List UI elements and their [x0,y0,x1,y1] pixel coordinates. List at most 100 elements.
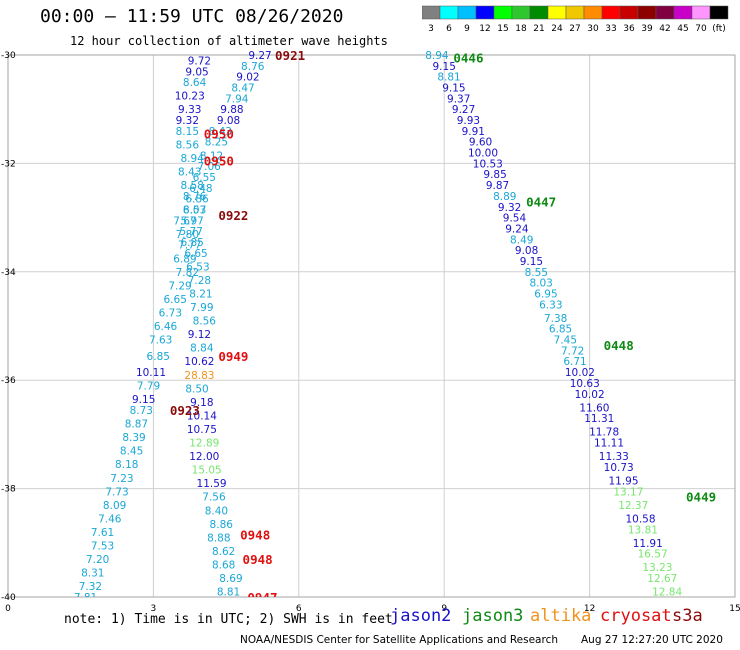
wave-height-value: 8.84 [190,343,214,355]
wave-height-value: 7.77 [178,240,201,252]
wave-height-value: 8.73 [130,405,153,417]
x-tick-label: 0 [5,604,11,614]
wave-height-value: 9.15 [520,256,543,268]
wave-height-value: 7.81 [74,592,97,604]
wave-height-value: 28.83 [184,370,214,382]
wave-height-value: 9.37 [447,93,470,105]
wave-height-value: 8.39 [122,432,145,444]
satellite-legend-s3a: s3a [672,606,703,626]
wave-height-value: 9.12 [188,329,211,341]
satellite-legend-jason3: jason3 [462,606,524,626]
x-tick-label: 9 [441,604,447,614]
color-scale-label: 9 [464,24,470,34]
wave-height-value: 6.71 [563,356,586,368]
wave-height-value: 9.72 [188,55,211,67]
wave-height-value: 7.82 [176,267,199,279]
wave-height-value: 13.23 [642,562,672,574]
chart-subtitle: 12 hour collection of altimeter wave hei… [70,34,388,48]
wave-height-value: 12.84 [652,587,682,599]
y-tick-label: -38 [1,485,16,495]
wave-height-value: 11.31 [584,413,614,425]
wave-height-value: 6.46 [154,321,178,333]
color-scale-label: 36 [623,24,635,34]
color-scale-label: 21 [533,24,544,34]
wave-height-value: 7.56 [202,492,226,504]
wave-height-value: 8.18 [115,459,138,471]
wave-height-value: 8.76 [241,61,265,73]
color-scale-label: 45 [677,24,688,34]
x-tick-label: 3 [151,604,157,614]
wave-height-value: 7.45 [554,335,577,347]
pass-label: 0948 [243,552,273,567]
wave-height-value: 9.32 [498,202,521,214]
y-tick-label: -34 [1,268,16,278]
wave-height-value: 8.94 [180,153,204,165]
pass-label: 0950 [204,154,234,169]
wave-height-value: 7.67 [173,215,196,227]
wave-height-value: 8.07 [183,204,206,216]
wave-height-value: 6.33 [539,299,562,311]
wave-height-value: 6.73 [159,307,182,319]
wave-height-value: 8.64 [183,77,207,89]
wave-height-value: 12.89 [189,438,219,450]
wave-height-value: 11.11 [594,438,624,450]
wave-height-value: 8.25 [205,137,228,149]
wave-height-value: 12.67 [647,573,677,585]
wave-height-value: 8.81 [437,72,460,84]
wave-height-value: 7.06 [197,161,221,173]
pass-label: 0446 [453,51,483,66]
wave-height-value: 9.08 [217,115,240,127]
wave-height-value: 8.43 [209,126,232,138]
wave-height-value: 6.89 [173,253,196,265]
wave-height-value: 11.78 [589,427,619,439]
wave-height-value: 6.86 [185,194,209,206]
wave-height-value: 6.53 [186,261,209,273]
wave-height-value: 8.69 [219,573,242,585]
pass-label: 0448 [604,338,634,353]
plot-frame [7,54,736,598]
wave-height-value: 8.09 [103,500,126,512]
wave-height-value: 8.56 [176,139,200,151]
wave-height-value: 6.55 [193,172,216,184]
wave-height-value: 8.62 [212,546,235,558]
page-title: 00:00 – 11:59 UTC 08/26/2020 [40,6,344,27]
satellite-legend-altika: altika [530,606,592,626]
wave-height-value: 10.11 [136,367,166,379]
wave-height-value: 7.80 [176,229,199,241]
wave-height-value: 7.32 [79,581,102,593]
wave-height-value: 10.02 [565,367,595,379]
wave-height-value: 11.91 [633,538,663,550]
wave-height-value: 10.63 [570,378,600,390]
color-scale-label: (ft) [712,24,726,34]
wave-height-value: 7.61 [91,527,114,539]
wave-height-value: 8.40 [205,505,228,517]
wave-height-value: 9.05 [185,66,208,78]
wave-height-value: 5.77 [180,226,203,238]
wave-height-value: 5.97 [180,215,203,227]
wave-height-value: 9.15 [132,394,155,406]
wave-height-value: 7.20 [86,554,109,566]
pass-label: 0449 [686,490,716,505]
wave-height-value: 10.53 [473,158,503,170]
wave-height-value: 10.58 [625,513,655,525]
color-scale-label: 3 [428,24,434,34]
pass-label: 0948 [240,528,270,543]
wave-height-value: 6.85 [549,324,572,336]
wave-height-value: 7.79 [137,381,160,393]
wave-height-value: 9.54 [503,213,527,225]
wave-height-value: 8.50 [185,383,208,395]
wave-height-value: 15.05 [192,465,222,477]
wave-height-value: 8.21 [189,288,212,300]
wave-height-value: 8.88 [207,532,230,544]
footer-note: note: 1) Time is in UTC; 2) SWH is in fe… [64,612,393,627]
wave-height-value: 9.15 [433,61,456,73]
wave-height-value: 8.47 [231,83,254,95]
wave-height-value: 7.73 [105,486,128,498]
wave-height-value: 8.76 [183,191,207,203]
footer-timestamp: Aug 27 12:27:20 UTC 2020 [581,634,723,646]
satellite-legend-jason2: jason2 [390,606,452,626]
color-scale-label: 15 [497,24,508,34]
wave-height-value: 10.62 [184,356,214,368]
wave-height-value: 9.33 [178,104,201,116]
pass-label: 0447 [526,194,556,209]
